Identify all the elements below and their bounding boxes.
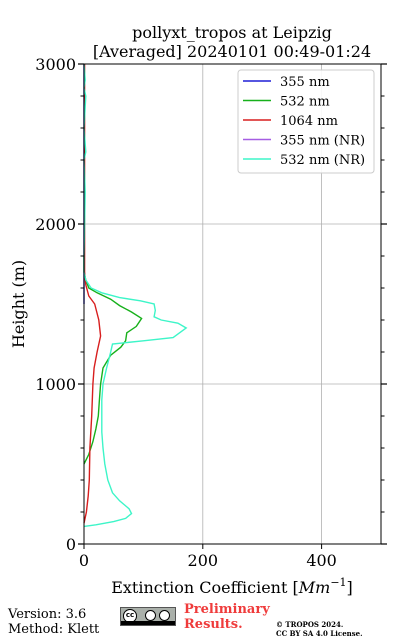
- legend: 355 nm 532 nm 1064 nm 355 nm (NR) 532 nm (NR…: [237, 69, 375, 174]
- chart-title: pollyxt_tropos at Leipzig: [132, 23, 332, 42]
- x-axis-unit: Mm: [298, 578, 331, 597]
- x-axis-label: Extinction Coefficient [Mm−1]: [111, 576, 353, 597]
- preliminary-results-note: Preliminary Results.: [184, 602, 270, 632]
- y-tick-label: 1000: [35, 375, 76, 394]
- preliminary-line: Preliminary: [184, 602, 270, 617]
- license-line: CC BY SA 4.0 License.: [276, 629, 363, 638]
- legend-label-0: 355 nm: [280, 75, 330, 90]
- series-line-4: [83, 63, 188, 528]
- copyright-line: © TROPOS 2024.: [276, 620, 344, 629]
- method-text: Method: Klett: [8, 622, 100, 637]
- series-layer: [83, 63, 188, 528]
- x-tick-label: 200: [188, 551, 219, 570]
- version-text: Version: 3.6: [8, 607, 87, 622]
- x-tick-label: 400: [306, 551, 337, 570]
- copyright-note: © TROPOS 2024. CC BY SA 4.0 License.: [276, 620, 363, 638]
- y-axis-label: Height (m): [9, 260, 28, 348]
- legend-label-2: 1064 nm: [280, 114, 338, 129]
- x-axis-unit-open: [: [287, 578, 298, 597]
- y-tick-label: 3000: [35, 55, 76, 74]
- y-tick-label: 0: [66, 535, 76, 554]
- chart-subtitle: [Averaged] 20240101 00:49-01:24: [93, 42, 371, 61]
- x-tick-label: 0: [79, 551, 89, 570]
- y-tick-label: 2000: [35, 215, 76, 234]
- cc-badge-strip: [121, 621, 175, 625]
- legend-label-3: 355 nm (NR): [280, 134, 365, 149]
- series-line-1: [83, 256, 143, 465]
- plot-frame: [83, 63, 382, 545]
- legend-label-1: 532 nm: [280, 95, 330, 110]
- x-axis-unit-exp: −1: [330, 576, 346, 589]
- axes-layer: 0 1000 2000 3000 0 200 400: [35, 55, 387, 570]
- cc-license-badge: cc: [120, 607, 176, 626]
- cc-sa-icon: [159, 610, 170, 621]
- x-axis-label-text: Extinction Coefficient: [111, 578, 288, 597]
- results-line: Results.: [184, 617, 243, 632]
- legend-label-4: 532 nm (NR): [280, 153, 365, 168]
- legend-box: [237, 69, 375, 174]
- cc-by-icon: [145, 610, 156, 621]
- x-axis-unit-close: ]: [347, 578, 353, 597]
